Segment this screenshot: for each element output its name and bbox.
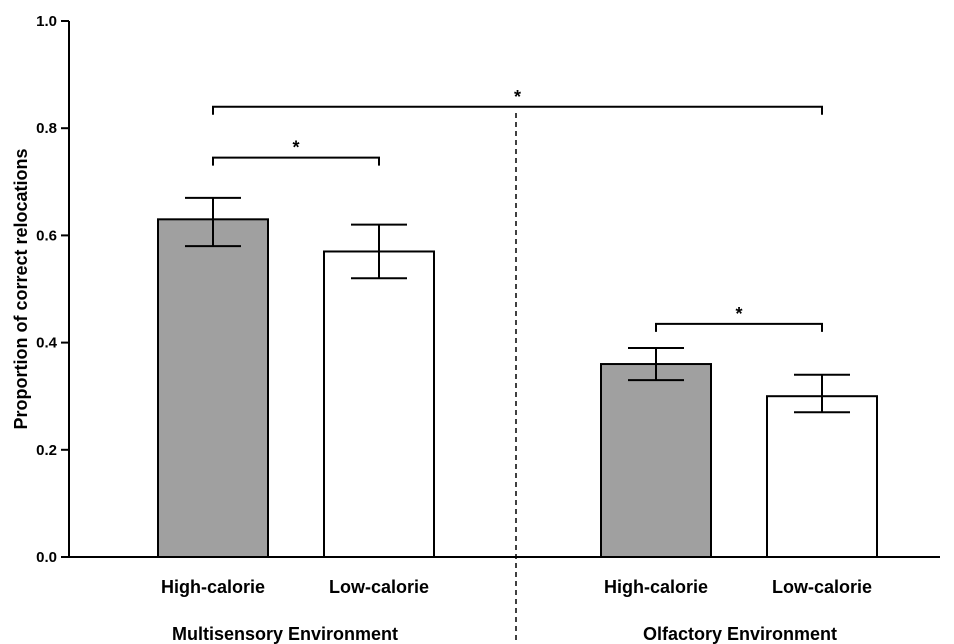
significance-star: * bbox=[735, 304, 742, 324]
significance-brackets: * * * bbox=[212, 87, 823, 332]
y-tick-label: 0.2 bbox=[36, 442, 57, 459]
category-label: Low-calorie bbox=[772, 577, 872, 597]
bar bbox=[157, 218, 269, 558]
category-label: High-calorie bbox=[604, 577, 708, 597]
bars bbox=[157, 196, 878, 559]
category-label: Low-calorie bbox=[329, 577, 429, 597]
group-label: Olfactory Environment bbox=[643, 624, 837, 644]
y-tick-label: 0.8 bbox=[36, 120, 57, 137]
y-tick-label: 0.4 bbox=[36, 335, 58, 352]
labels: High-calorie Low-calorie Multisensory Envi… bbox=[161, 577, 872, 644]
significance-bracket bbox=[212, 156, 380, 166]
y-tick-label: 1.0 bbox=[36, 13, 57, 30]
bar bbox=[323, 250, 435, 558]
significance-bracket bbox=[212, 105, 823, 115]
y-tick-label: 0.6 bbox=[36, 227, 57, 244]
y-axis-label: Proportion of correct relocations bbox=[11, 148, 31, 429]
significance-bracket bbox=[655, 322, 823, 332]
bar bbox=[600, 363, 712, 559]
y-tick-label: 0.0 bbox=[36, 549, 57, 566]
significance-star: * bbox=[514, 87, 521, 107]
bar bbox=[766, 395, 878, 559]
group-label: Multisensory Environment bbox=[172, 624, 398, 644]
significance-star: * bbox=[292, 138, 299, 158]
category-label: High-calorie bbox=[161, 577, 265, 597]
